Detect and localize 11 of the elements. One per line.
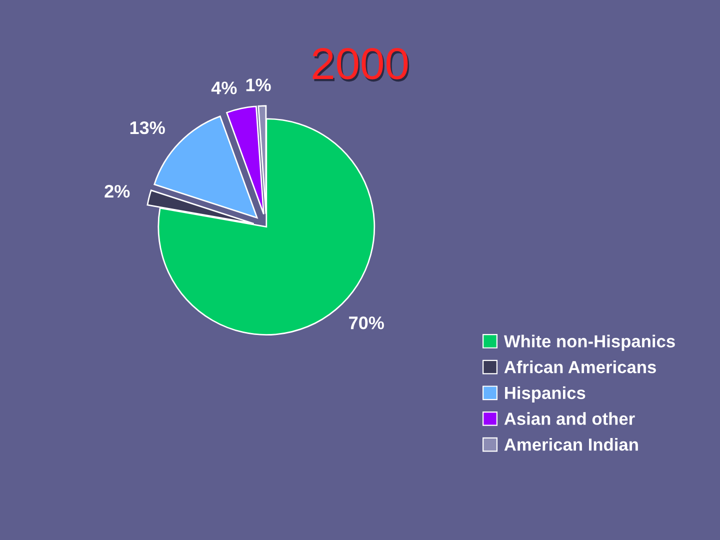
legend-label: African Americans bbox=[504, 360, 656, 374]
data-label: 13% bbox=[130, 121, 165, 134]
legend-label: American Indian bbox=[504, 438, 638, 451]
legend-label: White non-Hispanics bbox=[504, 334, 675, 351]
legend-label: Hispanics bbox=[505, 386, 586, 403]
data-label: 4% bbox=[211, 82, 237, 94]
chart-title: 2000 bbox=[314, 50, 410, 82]
data-label: 1% bbox=[246, 78, 271, 92]
data-label: 70% bbox=[349, 316, 384, 330]
legend-label: Asian and other bbox=[504, 412, 635, 425]
data-label: 2% bbox=[104, 184, 130, 198]
